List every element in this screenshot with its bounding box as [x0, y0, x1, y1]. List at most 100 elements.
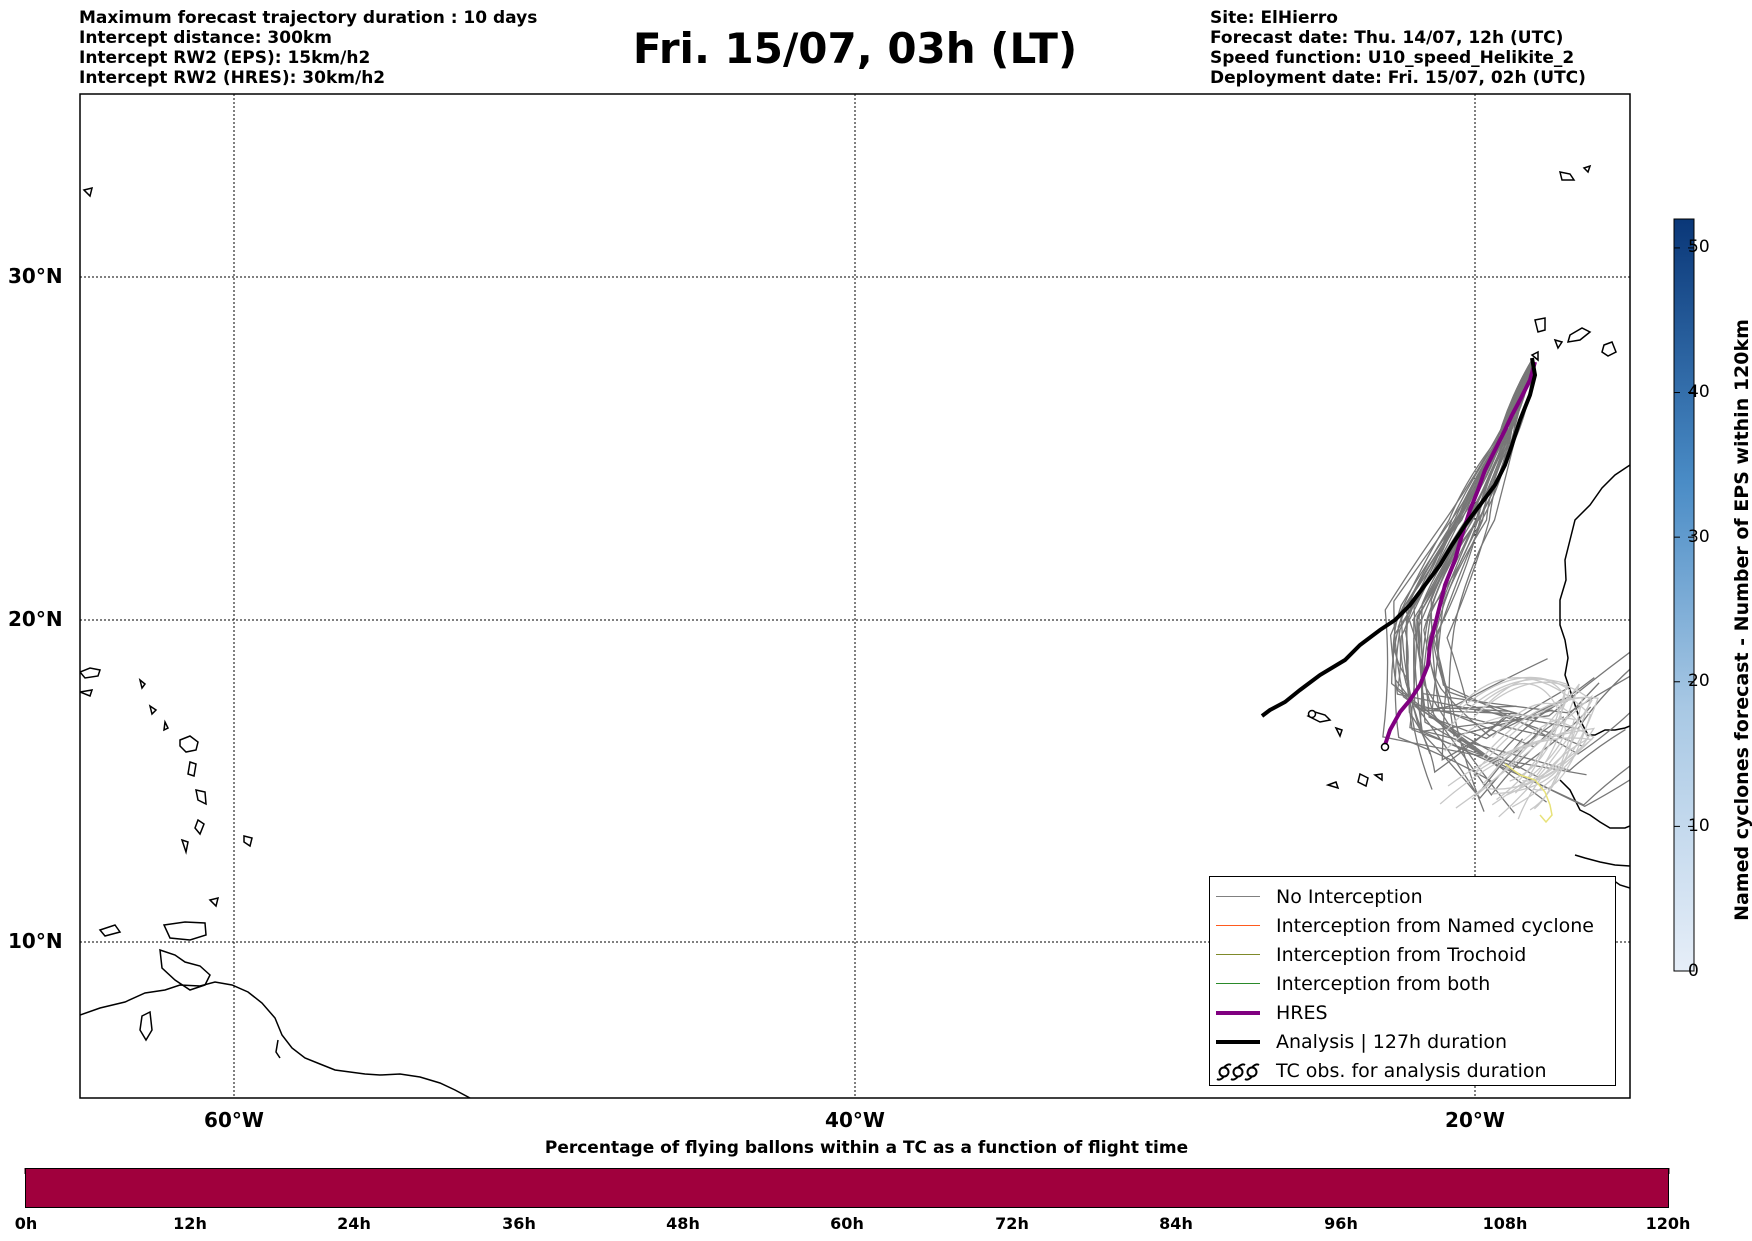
- bottom-tick-24h: 24h: [337, 1214, 371, 1233]
- coast-trinidad: [162, 921, 207, 941]
- bottom-tick-36h: 36h: [502, 1214, 536, 1233]
- hres-trajectory: [1383, 361, 1537, 746]
- legend-line-olive: [1216, 954, 1260, 955]
- info-deployment-date: Deployment date: Fri. 15/07, 02h (UTC): [1210, 68, 1586, 88]
- legend-entry-analysis: Analysis | 127h duration: [1210, 1027, 1615, 1056]
- eps-trajectory-light-line: [1455, 694, 1593, 809]
- coast-antilles-3: [138, 678, 147, 690]
- coast-guinea: [1559, 779, 1630, 829]
- legend-label: Interception from Trochoid: [1276, 943, 1527, 966]
- coast-antilles-4: [148, 704, 158, 716]
- info-forecast-date: Forecast date: Thu. 14/07, 12h (UTC): [1210, 28, 1564, 48]
- coast-canary-5: [1530, 350, 1539, 362]
- legend-line-purple: [1216, 1010, 1260, 1015]
- coast-cape-verde-5: [1373, 773, 1383, 782]
- bottom-tick-108h: 108h: [1482, 1214, 1528, 1233]
- eps-trajectory-line: [1413, 359, 1553, 796]
- colorbar-right-ticks: [1674, 247, 1694, 972]
- colorbar-right-tick-50: 50: [1688, 237, 1710, 257]
- coast-madeira: [1558, 171, 1576, 181]
- bottom-tick-12h: 12h: [173, 1214, 207, 1233]
- cyclone-symbol-icon: [1216, 1062, 1260, 1081]
- colorbar-right-tick-0: 0: [1688, 961, 1699, 981]
- lon-label-60w: 60°W: [204, 1108, 264, 1132]
- info-left: Maximum forecast trajectory duration : 1…: [79, 8, 537, 88]
- info-intercept-hres: Intercept RW2 (HRES): 30km/h2: [79, 68, 386, 88]
- coast-orinoco: [275, 1039, 281, 1059]
- colorbar-right-bar: [1673, 218, 1695, 972]
- info-right: Site: ElHierro Forecast date: Thu. 14/07…: [1210, 8, 1586, 88]
- colorbar-right-tick-30: 30: [1688, 527, 1710, 547]
- colorbar-right-title: Named cyclones forecast - Number of EPS …: [1731, 319, 1752, 921]
- legend-label: No Interception: [1276, 885, 1423, 908]
- coast-antilles-5: [163, 719, 170, 732]
- coast-cape-verde-4: [1357, 772, 1369, 788]
- coast-canary-3: [1601, 341, 1617, 357]
- legend-entry-both: Interception from both: [1210, 969, 1615, 998]
- coast-sierra-leone: [1574, 854, 1630, 867]
- coast-west-africa: [1559, 464, 1630, 736]
- legend-entry-trochoid: Interception from Trochoid: [1210, 940, 1615, 969]
- lat-label-20n: 20°N: [8, 607, 63, 631]
- analysis-endpoint: [1307, 709, 1317, 719]
- eps-trajectories-light: [1439, 676, 1599, 820]
- lat-label-10n: 10°N: [8, 929, 63, 953]
- coast-antilles-2: [80, 689, 94, 697]
- coast-cape-verde-3: [1325, 781, 1340, 790]
- info-max-duration: Maximum forecast trajectory duration : 1…: [79, 8, 538, 28]
- coast-canary-2: [1566, 327, 1592, 343]
- legend-label: Analysis | 127h duration: [1276, 1030, 1508, 1053]
- coast-guadeloupe: [179, 735, 199, 753]
- bottom-tick-0h: 0h: [14, 1214, 38, 1233]
- eps-trajectory-light-line: [1471, 683, 1580, 800]
- coast-island-1: [98, 924, 122, 937]
- coast-st-lucia: [194, 818, 205, 836]
- coast-dominica: [187, 761, 197, 777]
- colorbar-right-tick-10: 10: [1688, 816, 1710, 836]
- coast-canary-1: [1534, 317, 1546, 333]
- legend-line-grey: [1216, 896, 1260, 897]
- coast-venezuela-bay: [159, 948, 211, 991]
- eps-trajectory-light-line: [1445, 678, 1568, 794]
- lon-label-20w: 20°W: [1445, 1108, 1505, 1132]
- map-border: [79, 93, 1631, 1099]
- bottom-tick-48h: 48h: [666, 1214, 700, 1233]
- bottom-tick-84h: 84h: [1159, 1214, 1193, 1233]
- coast-martinique: [195, 789, 207, 806]
- eps-trajectory-light-line: [1461, 676, 1571, 801]
- yellow-trajectory: [1504, 763, 1553, 824]
- page-title: Fri. 15/07, 03h (LT): [632, 24, 1078, 73]
- legend-entry-no-interception: No Interception: [1210, 882, 1615, 911]
- coast-antilles-1: [80, 667, 101, 679]
- eps-trajectory-light-line: [1439, 728, 1574, 805]
- eps-trajectory-line: [1382, 359, 1587, 776]
- colorbar-right-tick-20: 20: [1688, 671, 1710, 691]
- analysis-trajectory: [1260, 357, 1538, 718]
- coast-bermuda: [82, 186, 94, 198]
- colorbar-bottom-title: Percentage of flying ballons within a TC…: [544, 1138, 1189, 1158]
- legend-line-black: [1216, 1039, 1260, 1044]
- info-speed-function: Speed function: U10_speed_Helikite_2: [1210, 48, 1575, 68]
- eps-trajectory-line: [1433, 359, 1553, 737]
- lon-label-40w: 40°W: [825, 1108, 885, 1132]
- info-intercept-distance: Intercept distance: 300km: [79, 28, 332, 48]
- bottom-tick-96h: 96h: [1324, 1214, 1358, 1233]
- legend-line-green: [1216, 983, 1260, 984]
- coast-cape-verde-2: [1334, 726, 1343, 738]
- coast-barbados: [243, 835, 253, 848]
- coast-st-vincent: [180, 838, 189, 855]
- legend-label: Interception from Named cyclone: [1276, 914, 1594, 937]
- coast-canary-4: [1553, 338, 1564, 350]
- legend-label: TC obs. for analysis duration: [1276, 1059, 1547, 1082]
- bottom-tick-72h: 72h: [995, 1214, 1029, 1233]
- legend-label: Interception from both: [1276, 972, 1491, 995]
- info-site: Site: ElHierro: [1210, 8, 1338, 28]
- legend-line-orange: [1216, 925, 1260, 926]
- bottom-tick-120h: 120h: [1645, 1214, 1691, 1233]
- legend-label: HRES: [1276, 1001, 1328, 1024]
- coast-south-america: [80, 981, 471, 1098]
- coast-island-2: [139, 1010, 153, 1042]
- coast-grenada: [208, 896, 220, 908]
- legend-entry-tc-obs: TC obs. for analysis duration: [1210, 1056, 1615, 1085]
- hres-endpoint: [1380, 742, 1390, 752]
